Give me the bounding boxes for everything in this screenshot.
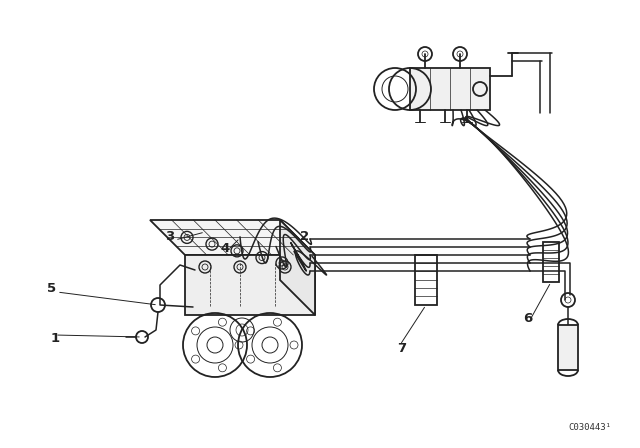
Text: 4: 4 — [220, 241, 230, 254]
Polygon shape — [280, 220, 315, 315]
Text: 7: 7 — [397, 341, 406, 354]
Polygon shape — [410, 68, 490, 110]
Text: 1: 1 — [51, 332, 60, 345]
Text: C030443¹: C030443¹ — [568, 423, 611, 432]
Polygon shape — [150, 220, 315, 255]
Text: 6: 6 — [524, 311, 532, 324]
Polygon shape — [558, 325, 578, 370]
Polygon shape — [185, 255, 315, 315]
Text: 2: 2 — [300, 231, 310, 244]
Text: 3: 3 — [165, 229, 175, 242]
Text: 5: 5 — [47, 281, 56, 294]
